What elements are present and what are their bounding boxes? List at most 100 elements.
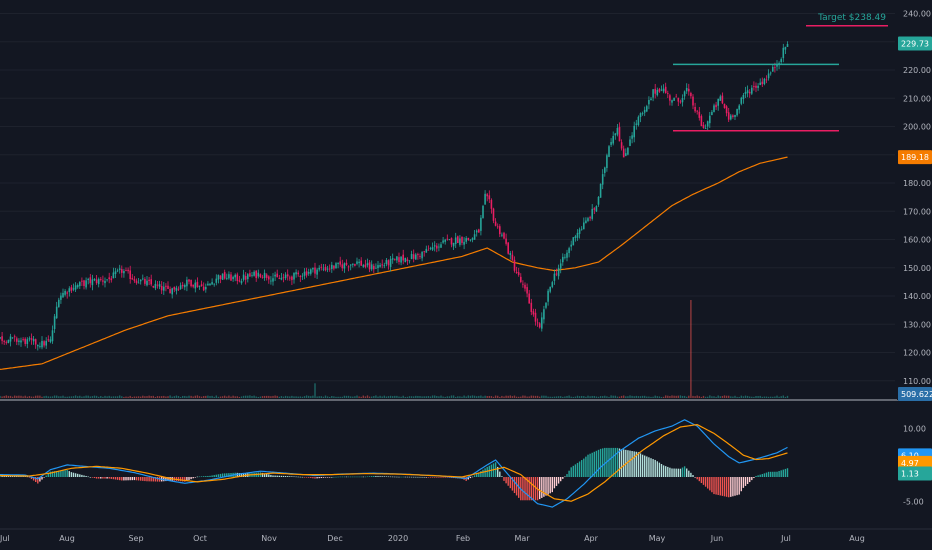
volume-bar — [681, 395, 684, 398]
histogram-bar — [478, 472, 480, 477]
volume-bar — [753, 396, 755, 398]
volume-bar — [526, 396, 528, 398]
candle-body — [347, 266, 350, 268]
histogram-bar — [480, 471, 482, 477]
volume-bar — [717, 395, 719, 398]
volume-bar — [240, 396, 243, 398]
volume-bar — [58, 396, 60, 398]
candle — [18, 338, 20, 346]
candle-body — [526, 287, 528, 294]
candle — [160, 281, 163, 294]
candle-body — [727, 112, 730, 120]
volume-bar — [383, 395, 385, 398]
volume-bar — [677, 395, 679, 398]
candle — [522, 280, 524, 288]
candle-body — [316, 269, 318, 275]
candle — [700, 114, 703, 127]
candle — [419, 253, 421, 260]
volume-bar — [761, 396, 763, 398]
candle — [362, 263, 365, 268]
candle — [112, 267, 115, 279]
volume-bar — [637, 396, 640, 398]
volume-bar — [106, 396, 108, 398]
candle — [664, 82, 667, 94]
volume-bar — [738, 396, 740, 398]
candle — [364, 259, 367, 269]
histogram-bar — [711, 477, 713, 493]
candle — [238, 276, 241, 283]
candle-body — [60, 295, 62, 300]
time-axis[interactable]: Jul Aug Sep Oct Nov Dec 2020 Feb Mar Apr May Jun Jul… — [0, 528, 932, 543]
histogram-bar — [761, 474, 763, 477]
candle — [152, 285, 155, 289]
histogram-bar — [744, 477, 747, 486]
histogram-bar — [184, 477, 186, 482]
histogram-bar — [772, 471, 774, 477]
volume-bar — [572, 396, 574, 398]
volume-bar — [184, 395, 186, 398]
volume-bar — [253, 395, 255, 398]
volume-bar — [389, 395, 392, 398]
candle-body — [381, 264, 383, 266]
histogram-bar — [140, 477, 142, 481]
candle-body — [394, 258, 396, 260]
histogram-bar — [738, 477, 740, 495]
candle-body — [436, 245, 438, 249]
volume-bar — [284, 395, 287, 398]
histogram-bar — [308, 477, 310, 478]
histogram-bar — [566, 474, 568, 477]
histogram-bar — [698, 477, 700, 482]
candle-body — [484, 193, 486, 205]
candle — [299, 274, 302, 283]
candle-body — [121, 269, 123, 273]
histogram-bar — [345, 476, 348, 478]
volume-bar — [387, 396, 390, 398]
histogram-bar — [383, 476, 385, 477]
candle — [131, 274, 134, 280]
price-axis[interactable]: 110.00120.00130.00140.00150.00160.00170.… — [897, 0, 932, 400]
candle — [133, 276, 136, 283]
histogram-bar — [694, 477, 696, 478]
histogram-bar — [152, 477, 154, 482]
volume-bar — [123, 396, 125, 398]
volume-bar — [623, 395, 625, 398]
candle — [228, 271, 230, 280]
candle — [232, 275, 234, 282]
candle — [165, 283, 167, 292]
candle — [715, 101, 717, 111]
candle-body — [620, 142, 623, 149]
candle — [408, 260, 411, 264]
candle-body — [123, 271, 125, 274]
candle-body — [448, 239, 451, 241]
volume-bar — [335, 396, 337, 398]
candle — [711, 110, 713, 116]
candle — [507, 242, 509, 255]
candle-body — [656, 89, 659, 96]
volume-bar — [234, 396, 236, 398]
volume-bar — [675, 395, 677, 398]
candle-body — [459, 238, 461, 245]
candle-body — [280, 277, 283, 280]
volume-bar — [486, 396, 488, 398]
candle-body — [81, 280, 83, 282]
histogram-bar — [709, 477, 711, 491]
volume-bar — [255, 396, 257, 398]
time-tick-label: Jul — [0, 534, 10, 543]
histogram-bar — [102, 477, 104, 479]
candle-body — [205, 287, 207, 290]
candle-body — [660, 89, 663, 91]
candle-body — [219, 275, 222, 280]
candle — [499, 224, 501, 238]
histogram-bar — [39, 477, 41, 482]
candle-body — [406, 259, 409, 262]
candle-body — [671, 100, 673, 103]
histogram-bar — [343, 476, 346, 478]
candle — [41, 336, 43, 350]
volume-bar — [690, 300, 692, 398]
candle-body — [721, 95, 724, 104]
candle — [450, 237, 453, 248]
volume-bar — [473, 395, 476, 398]
volume-bar — [780, 396, 782, 398]
candle — [473, 229, 476, 240]
